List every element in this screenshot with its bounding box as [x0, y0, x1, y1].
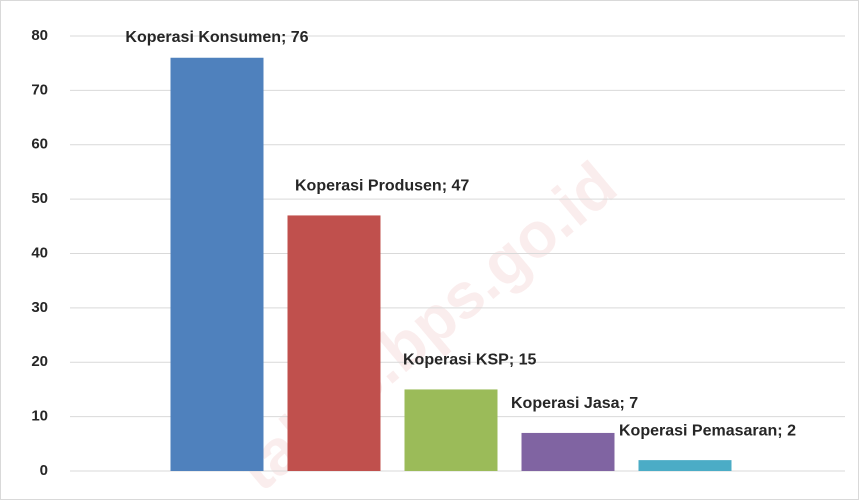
- y-tick-label: 20: [31, 353, 48, 370]
- bar: [404, 389, 498, 471]
- y-tick-label: 30: [31, 299, 48, 316]
- y-tick-label: 0: [40, 462, 48, 479]
- bar: [287, 215, 381, 471]
- data-label: Koperasi Produsen; 47: [295, 178, 469, 195]
- y-tick-label: 50: [31, 190, 48, 207]
- bar: [521, 432, 615, 471]
- y-tick-label: 80: [31, 27, 48, 44]
- data-label: Koperasi Jasa; 7: [511, 395, 638, 412]
- data-label: Koperasi KSP; 15: [403, 352, 536, 369]
- bar: [638, 460, 732, 471]
- data-label: Koperasi Pemasaran; 2: [619, 422, 796, 439]
- y-tick-label: 70: [31, 81, 48, 98]
- y-tick-label: 10: [31, 408, 48, 425]
- data-label: Koperasi Konsumen; 76: [125, 29, 308, 46]
- y-tick-label: 40: [31, 244, 48, 261]
- y-tick-label: 60: [31, 136, 48, 153]
- bar: [170, 57, 264, 471]
